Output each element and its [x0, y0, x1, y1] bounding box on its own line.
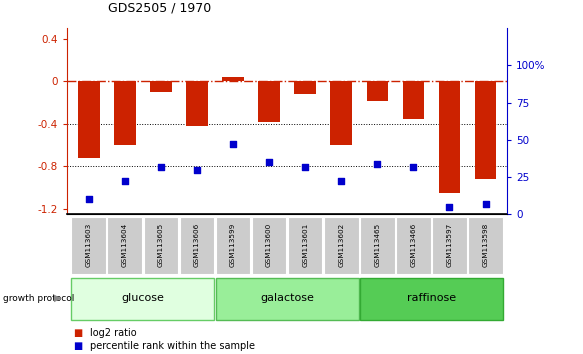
- Text: GSM113603: GSM113603: [86, 223, 92, 267]
- FancyBboxPatch shape: [288, 217, 322, 274]
- Bar: [403, 81, 424, 119]
- Bar: [186, 81, 208, 126]
- Text: growth protocol: growth protocol: [3, 294, 74, 303]
- Text: log2 ratio: log2 ratio: [90, 328, 137, 338]
- Text: GSM113598: GSM113598: [483, 223, 489, 267]
- Text: GSM113600: GSM113600: [266, 223, 272, 267]
- FancyBboxPatch shape: [252, 217, 286, 274]
- Text: GSM113605: GSM113605: [158, 223, 164, 267]
- Bar: [150, 81, 171, 92]
- Point: [84, 196, 93, 202]
- Bar: [78, 81, 100, 158]
- FancyBboxPatch shape: [360, 278, 503, 320]
- Point: [229, 142, 238, 147]
- Text: GDS2505 / 1970: GDS2505 / 1970: [108, 1, 211, 14]
- Bar: [367, 81, 388, 101]
- FancyBboxPatch shape: [71, 217, 106, 274]
- Point: [445, 204, 454, 210]
- Text: GSM113606: GSM113606: [194, 223, 200, 267]
- Bar: [438, 81, 461, 193]
- Text: GSM113597: GSM113597: [447, 223, 452, 267]
- Text: ■: ■: [73, 328, 82, 338]
- Text: GSM113599: GSM113599: [230, 223, 236, 267]
- FancyBboxPatch shape: [216, 217, 250, 274]
- FancyBboxPatch shape: [71, 278, 214, 320]
- FancyBboxPatch shape: [216, 278, 359, 320]
- Text: galactose: galactose: [260, 293, 314, 303]
- Text: GSM113465: GSM113465: [374, 223, 380, 267]
- FancyBboxPatch shape: [396, 217, 431, 274]
- Text: ■: ■: [73, 341, 82, 351]
- Text: raffinose: raffinose: [407, 293, 456, 303]
- FancyBboxPatch shape: [107, 217, 142, 274]
- FancyBboxPatch shape: [360, 217, 395, 274]
- Text: percentile rank within the sample: percentile rank within the sample: [90, 341, 255, 351]
- Point: [409, 164, 418, 170]
- Bar: [294, 81, 316, 94]
- FancyBboxPatch shape: [432, 217, 467, 274]
- Text: GSM113604: GSM113604: [122, 223, 128, 267]
- Bar: [222, 77, 244, 81]
- FancyBboxPatch shape: [180, 217, 214, 274]
- FancyBboxPatch shape: [324, 217, 359, 274]
- Bar: [475, 81, 496, 179]
- Text: GSM113466: GSM113466: [410, 223, 416, 267]
- Point: [300, 164, 310, 170]
- Point: [192, 167, 202, 172]
- FancyBboxPatch shape: [143, 217, 178, 274]
- Text: GSM113601: GSM113601: [302, 223, 308, 267]
- Text: glucose: glucose: [121, 293, 164, 303]
- Point: [265, 159, 274, 165]
- FancyBboxPatch shape: [468, 217, 503, 274]
- Point: [373, 161, 382, 166]
- Point: [336, 179, 346, 184]
- Text: ▶: ▶: [54, 293, 61, 303]
- Text: GSM113602: GSM113602: [338, 223, 344, 267]
- Bar: [258, 81, 280, 122]
- Point: [120, 179, 129, 184]
- Point: [156, 164, 166, 170]
- Point: [481, 201, 490, 207]
- Bar: [114, 81, 136, 145]
- Bar: [331, 81, 352, 145]
